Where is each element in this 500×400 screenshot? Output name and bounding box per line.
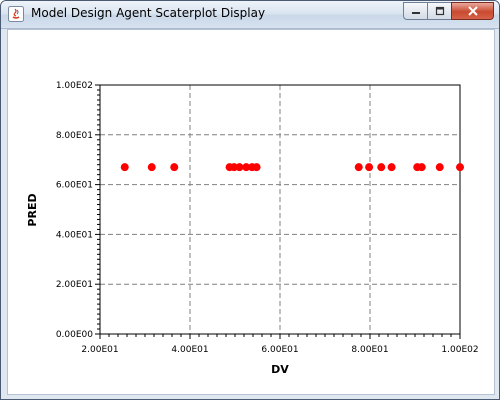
x-tick-label: 4.00E01 bbox=[171, 345, 208, 355]
data-point bbox=[354, 163, 363, 172]
x-tick-label: 8.00E01 bbox=[351, 345, 388, 355]
x-tick-label: 6.00E01 bbox=[261, 345, 298, 355]
data-point bbox=[242, 163, 251, 172]
maximize-button[interactable] bbox=[427, 2, 452, 20]
y-tick-label: 6.00E01 bbox=[56, 181, 93, 191]
minimize-button[interactable] bbox=[403, 2, 428, 20]
minimize-icon bbox=[411, 12, 420, 14]
data-point bbox=[170, 163, 179, 172]
data-point bbox=[120, 163, 129, 172]
y-tick-label: 8.00E01 bbox=[56, 131, 93, 141]
tick-labels: 2.00E01 4.00E01 6.00E01 8.00E01 1.00E02 0.00E… bbox=[56, 81, 479, 355]
x-tick-label: 2.00E01 bbox=[81, 345, 118, 355]
data-point bbox=[252, 163, 261, 172]
title-bar[interactable]: Model Design Agent Scaterplot Display bbox=[1, 1, 499, 29]
y-axis-label: PRED bbox=[26, 193, 39, 226]
data-point bbox=[235, 163, 244, 172]
maximize-icon bbox=[435, 6, 444, 16]
window-title: Model Design Agent Scaterplot Display bbox=[31, 6, 266, 20]
close-icon bbox=[467, 6, 478, 16]
y-tick-label: 2.00E01 bbox=[56, 280, 93, 290]
java-app-icon[interactable] bbox=[8, 6, 24, 22]
y-tick-label: 0.00E00 bbox=[56, 330, 93, 340]
y-tick-label: 1.00E02 bbox=[56, 81, 93, 91]
plot-panel: 2.00E01 4.00E01 6.00E01 8.00E01 1.00E02 0.00E… bbox=[7, 29, 495, 395]
close-button[interactable] bbox=[451, 2, 494, 20]
data-point bbox=[147, 163, 156, 172]
data-points bbox=[120, 163, 464, 172]
grid-lines bbox=[100, 85, 460, 334]
data-point bbox=[456, 163, 464, 172]
data-point bbox=[435, 163, 444, 172]
data-point bbox=[365, 163, 374, 172]
ticks bbox=[95, 84, 461, 339]
x-tick-label: 1.00E02 bbox=[441, 345, 478, 355]
y-tick-label: 4.00E01 bbox=[56, 230, 93, 240]
data-point bbox=[417, 163, 426, 172]
data-point bbox=[387, 163, 396, 172]
x-axis-label: DV bbox=[271, 363, 289, 376]
data-point bbox=[377, 163, 386, 172]
scatter-chart: 2.00E01 4.00E01 6.00E01 8.00E01 1.00E02 0.00E… bbox=[26, 81, 479, 376]
